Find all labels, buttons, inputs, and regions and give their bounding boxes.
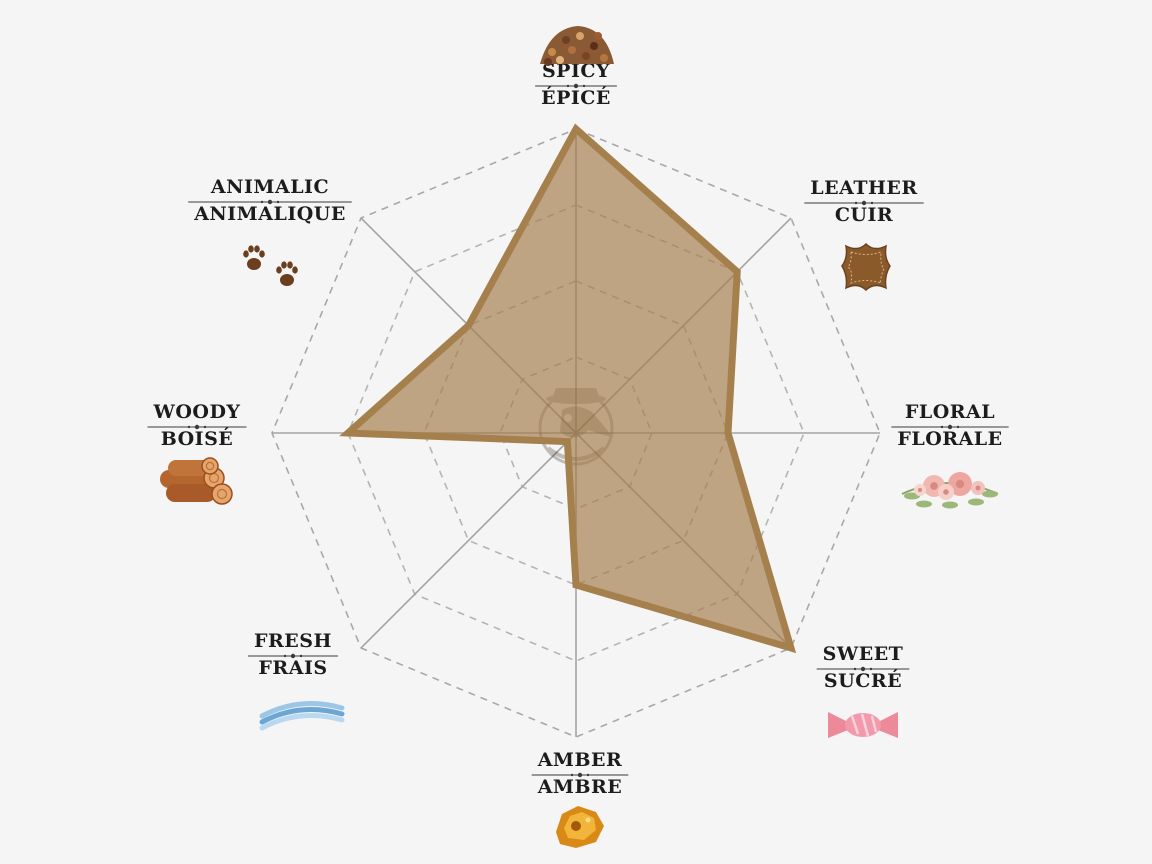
paw-prints-icon xyxy=(243,245,298,286)
label-divider-ornament xyxy=(853,667,857,671)
label-divider-ornament xyxy=(194,424,200,430)
label-fresh: FRESH FRAIS xyxy=(248,630,338,679)
label-divider-ornament xyxy=(586,773,590,777)
label-floral: FLORAL FLORALE xyxy=(891,401,1009,450)
label-divider-ornament xyxy=(267,199,273,205)
label-divider-ornament xyxy=(566,84,570,88)
label-divider-ornament xyxy=(947,424,953,430)
radar-icons xyxy=(160,26,999,848)
label-divider-ornament xyxy=(276,200,280,204)
label-divider-ornament xyxy=(299,654,303,658)
axis-label-en: SWEET xyxy=(823,643,904,665)
fresh-breeze-icon xyxy=(259,701,345,731)
label-divider-ornament xyxy=(860,666,866,672)
label-divider-ornament xyxy=(570,773,574,777)
label-divider-ornament xyxy=(870,201,874,205)
leather-hide-icon xyxy=(841,242,891,292)
label-amber: AMBER AMBRE xyxy=(531,749,629,798)
label-divider-ornament xyxy=(290,653,296,659)
candy-icon xyxy=(828,712,898,738)
label-woody: WOODY BOISÉ xyxy=(147,401,247,450)
axis-label-fr: FRAIS xyxy=(258,657,327,679)
label-divider-ornament xyxy=(187,425,191,429)
label-divider-ornament xyxy=(577,772,583,778)
axis-label-fr: ÉPICÉ xyxy=(541,86,611,109)
label-divider-ornament xyxy=(940,425,944,429)
spoke-fresh xyxy=(360,432,577,649)
radar-labels: SPICYÉPICÉLEATHERCUIRFLORALFLORALESWEETS… xyxy=(147,60,1009,798)
label-divider-ornament xyxy=(861,200,867,206)
label-divider-ornament xyxy=(956,425,960,429)
label-divider-ornament xyxy=(573,83,579,89)
axis-label-en: AMBER xyxy=(537,749,623,771)
flower-bouquet-icon xyxy=(901,472,999,509)
data-area xyxy=(339,123,797,654)
wood-logs-icon xyxy=(160,457,233,505)
radar-data xyxy=(339,123,797,654)
label-divider-ornament xyxy=(260,200,264,204)
label-divider-ornament xyxy=(203,425,207,429)
axis-label-en: WOODY xyxy=(153,401,241,423)
axis-label-en: LEATHER xyxy=(810,177,917,199)
label-divider-ornament xyxy=(582,84,586,88)
axis-label-fr: CUIR xyxy=(835,204,893,226)
amber-stone-icon xyxy=(556,806,604,848)
label-sweet: SWEET SUCRÉ xyxy=(816,643,910,692)
axis-label-fr: BOISÉ xyxy=(161,427,234,450)
label-divider-ornament xyxy=(869,667,873,671)
label-spicy: SPICY ÉPICÉ xyxy=(535,60,617,109)
axis-label-en: FRESH xyxy=(254,630,332,652)
radar-grid xyxy=(271,128,881,738)
axis-label-en: FLORAL xyxy=(905,401,995,423)
axis-label-fr: AMBRE xyxy=(537,776,623,798)
label-leather: LEATHER CUIR xyxy=(804,177,924,226)
label-divider-ornament xyxy=(854,201,858,205)
axis-label-en: SPICY xyxy=(542,60,610,82)
label-divider-ornament xyxy=(283,654,287,658)
axis-label-fr: ANIMALIQUE xyxy=(193,203,346,225)
axis-label-fr: SUCRÉ xyxy=(824,669,902,692)
label-animalic: ANIMALIC ANIMALIQUE xyxy=(188,176,352,225)
grid-ring-4 xyxy=(271,128,881,738)
axis-label-en: ANIMALIC xyxy=(210,176,329,198)
spice-pile-icon xyxy=(540,26,614,66)
axis-label-fr: FLORALE xyxy=(897,428,1002,450)
grid-ring-3 xyxy=(347,204,805,662)
